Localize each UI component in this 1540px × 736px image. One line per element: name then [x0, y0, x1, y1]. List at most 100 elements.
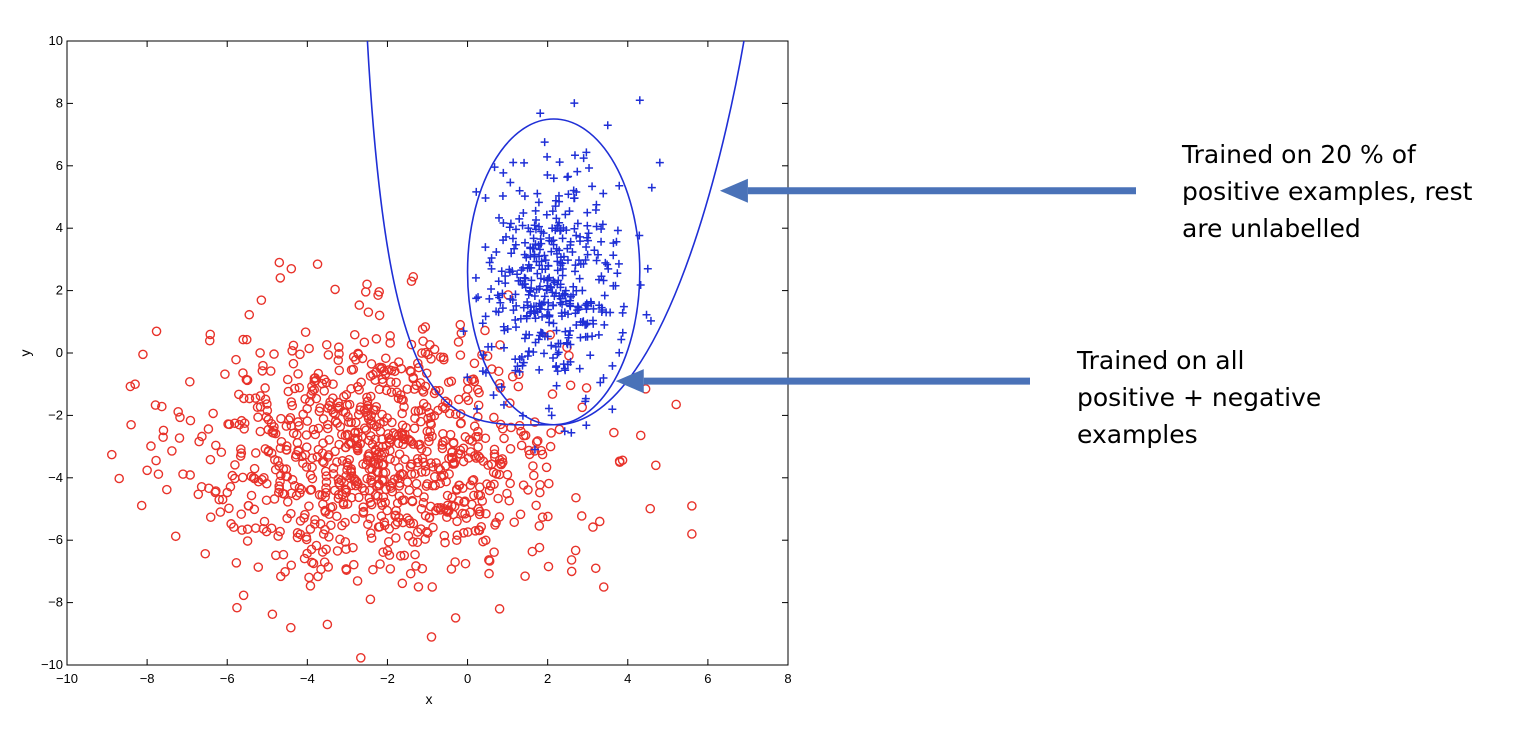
negative-point — [534, 542, 545, 553]
negative-point — [319, 557, 330, 567]
negative-point — [239, 418, 250, 429]
positive-point — [618, 328, 627, 337]
negative-point — [590, 563, 601, 574]
negative-point — [301, 462, 312, 472]
negative-point — [380, 353, 391, 364]
negative-point — [288, 340, 299, 351]
positive-point — [547, 411, 556, 420]
negative-point — [288, 428, 299, 439]
negative-point — [515, 509, 526, 520]
positive-point — [463, 373, 472, 382]
positive-point — [509, 158, 518, 167]
negative-point — [126, 419, 136, 430]
pu-boundary-curve — [366, 41, 745, 426]
annotation-arrow-head — [719, 178, 748, 203]
negative-point — [388, 428, 399, 438]
negative-point — [370, 444, 381, 455]
positive-point — [487, 264, 496, 273]
positive-point — [519, 263, 528, 272]
negative-point — [350, 513, 360, 524]
negative-point — [330, 485, 340, 496]
positive-point — [547, 283, 556, 292]
negative-point — [417, 348, 427, 358]
negative-point — [230, 460, 240, 470]
negative-point — [304, 572, 314, 583]
negative-point — [453, 337, 464, 347]
positive-point — [589, 304, 598, 313]
negative-point — [371, 334, 382, 344]
negative-point — [193, 489, 204, 500]
positive-point — [499, 236, 508, 245]
negative-point — [505, 444, 516, 454]
negative-point — [465, 447, 476, 457]
negative-point — [444, 408, 455, 419]
negative-point — [373, 522, 384, 532]
negative-point — [598, 582, 609, 592]
negative-point — [374, 310, 385, 321]
negative-point — [489, 547, 499, 557]
negative-point — [321, 477, 332, 487]
positive-point — [487, 342, 496, 351]
annotation-arrows — [615, 178, 1136, 394]
positive-point — [474, 293, 483, 302]
positive-point — [597, 237, 606, 246]
positive-point — [531, 240, 540, 249]
positive-point — [592, 256, 601, 265]
x-tick-label: −8 — [140, 671, 155, 686]
negative-point — [384, 550, 395, 561]
negative-point — [328, 463, 339, 473]
positive-point — [540, 138, 549, 147]
positive-point — [535, 365, 544, 374]
y-tick-label: −6 — [48, 532, 63, 547]
negative-point — [248, 473, 259, 483]
negative-point — [368, 564, 378, 575]
negative-point — [456, 418, 466, 428]
negative-point — [138, 349, 148, 360]
positive-point — [473, 404, 482, 413]
negative-point — [214, 494, 225, 505]
negative-point — [284, 415, 294, 425]
negative-point — [395, 390, 406, 400]
negative-point — [308, 424, 319, 435]
positive-point — [604, 264, 613, 273]
negative-point — [365, 594, 376, 605]
negative-point — [157, 401, 167, 412]
x-tick-label: −2 — [380, 671, 395, 686]
positive-point — [527, 284, 536, 293]
positive-point — [587, 299, 596, 308]
positive-point — [552, 214, 561, 223]
positive-point — [575, 364, 584, 373]
negative-point — [269, 422, 279, 432]
negative-point — [282, 497, 293, 507]
negative-point — [267, 609, 278, 620]
negative-point — [208, 408, 218, 419]
negative-point — [465, 507, 475, 518]
negative-point — [250, 448, 261, 458]
positive-point — [617, 335, 626, 344]
negative-point — [474, 525, 485, 536]
negative-point — [228, 522, 239, 533]
negative-point — [236, 509, 247, 519]
positive-point — [566, 326, 575, 335]
negative-point — [311, 540, 322, 551]
negative-point — [404, 485, 415, 496]
negative-point — [200, 548, 211, 559]
x-tick-label: 6 — [704, 671, 711, 686]
negative-point — [355, 402, 366, 412]
negative-point — [348, 559, 359, 570]
y-tick-label: 10 — [49, 33, 63, 48]
x-tick-label: −6 — [220, 671, 235, 686]
positive-point — [538, 300, 547, 309]
negative-point — [286, 488, 297, 499]
x-tick-label: −4 — [300, 671, 315, 686]
negative-point — [614, 457, 625, 468]
negative-point — [356, 652, 366, 663]
positive-point — [585, 163, 594, 172]
negative-point — [353, 348, 363, 359]
positive-point — [501, 279, 510, 288]
negative-point — [516, 440, 527, 451]
negative-point — [358, 506, 369, 517]
positive-point — [563, 360, 572, 369]
negative-point — [328, 393, 338, 404]
axis-ticks: −10 −8 −6 −4 −2 0 2 4 6 8 −10 −8 −6 −4 −2 0 2 4 6 8 10 — [41, 33, 792, 686]
